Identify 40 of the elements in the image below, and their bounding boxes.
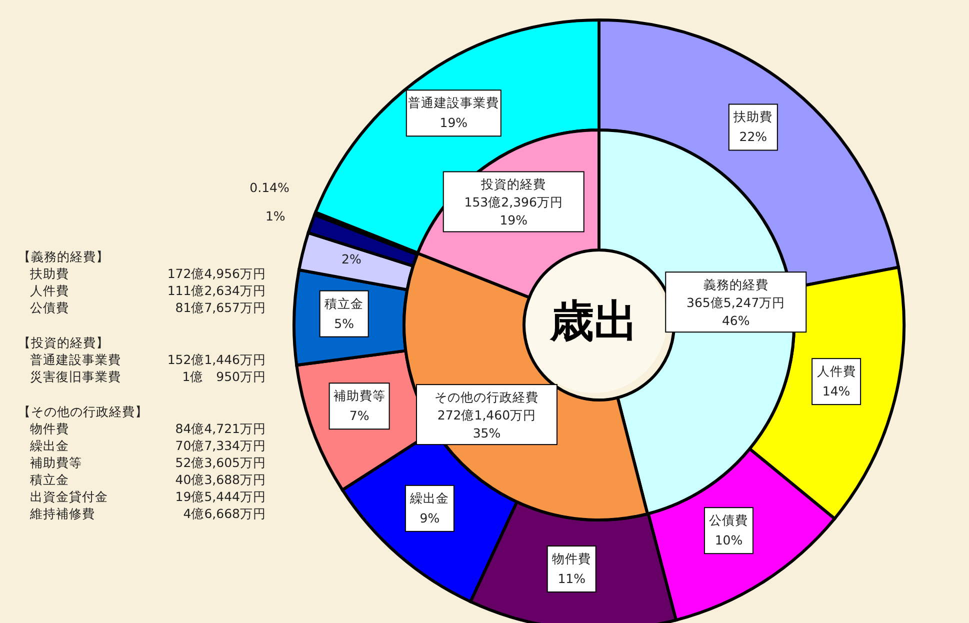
data-label: 9% [420,510,440,526]
slice-label: 扶助費 [732,109,773,124]
text: 維持補修費 4億6,668万円 [30,506,266,521]
text: 物件費 84億4,721万円 [30,421,266,436]
text: 繰出金 70億7,334万円 [30,438,266,453]
text: 積立金 40億3,688万円 [30,472,266,487]
data-label: 365億5,247万円 46% [686,295,786,328]
slice-label: 投資的経費 [480,176,546,192]
data-label: 5% [334,316,354,331]
text: 歳出 [549,296,638,347]
text: 人件費 111億2,634万円 [30,283,266,298]
data-label: 7% [349,408,370,424]
text: 補助費等 52億3,605万円 [30,455,266,470]
slice-label: 人件費 [816,364,856,379]
slice-label: 義務的経費 [703,277,768,292]
slice-label: 積立金 [324,296,364,311]
data-label: 1% [265,208,286,224]
text: 公債費 81億7,657万円 [30,300,266,315]
slice-label: 補助費等 [333,388,386,404]
text: 普通建設事業費 152億1,446万円 [30,352,266,367]
data-label: 22% [739,129,768,144]
data-label: 19% [440,115,468,130]
data-label: 14% [822,384,850,399]
text: 出資金貸付金 19億5,444万円 [30,489,266,504]
slice-label: その他の行政経費 [434,390,539,405]
slice-label: 公債費 [709,512,748,528]
data-label: 10% [714,532,743,548]
text: 【投資的経費】 [18,334,110,351]
slice-label: 物件費 [552,550,592,566]
text: 【義務的経費】 [18,248,110,265]
slice-label: 普通建設事業費 [408,95,500,110]
text: 【その他の行政経費】 [18,403,149,420]
text: 災害復旧事業費 1億 950万円 [30,369,266,384]
data-label: 0.14% [250,180,290,195]
slice-label: 繰出金 [409,490,450,506]
data-label: 272億1,460万円 35% [437,408,536,441]
data-label: 11% [558,570,586,586]
data-label: 153億2,396万円 19% [464,194,563,228]
data-label: 2% [342,252,362,267]
text: 扶助費 172億4,956万円 [30,266,266,281]
